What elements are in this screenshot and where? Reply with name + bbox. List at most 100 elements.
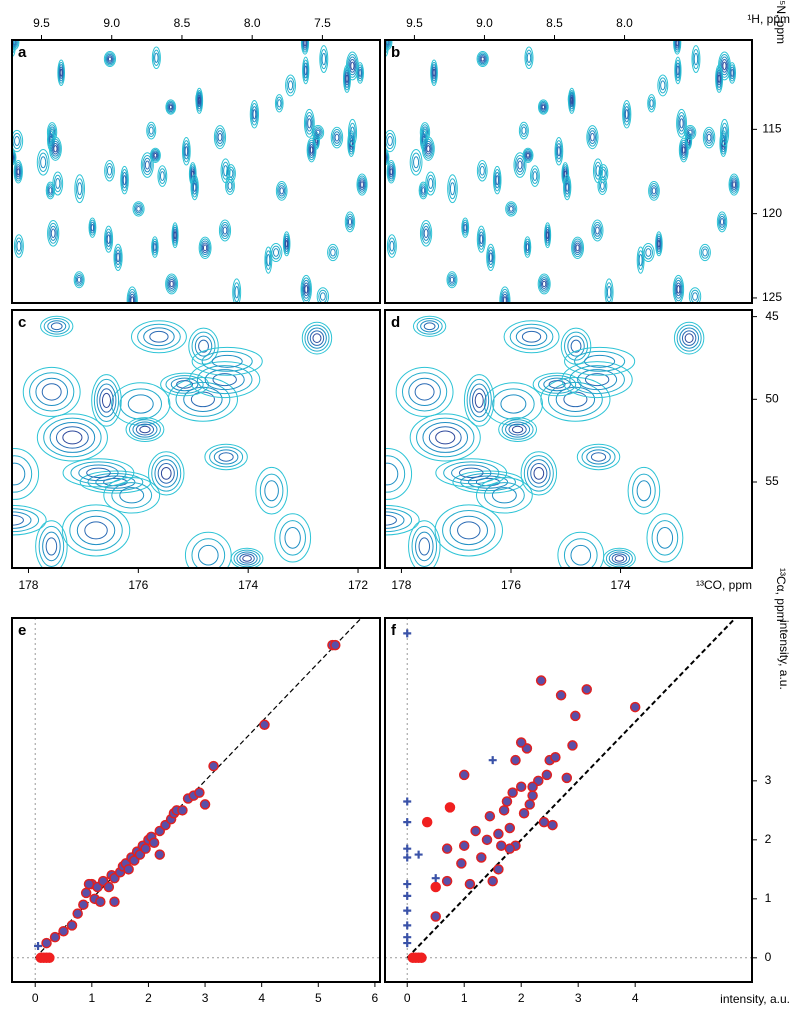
contour [330, 248, 336, 257]
contour [543, 377, 571, 392]
contour [15, 237, 23, 255]
contour [121, 168, 128, 192]
y-tick-label: 120 [762, 206, 782, 220]
point [515, 737, 527, 748]
contour [165, 375, 204, 394]
contour [12, 40, 19, 49]
x-tick-label: 8.0 [616, 16, 633, 30]
contour [75, 274, 83, 285]
contour [306, 115, 313, 132]
contour [173, 231, 177, 240]
panel: 178 176 174 172 c [11, 309, 381, 592]
contour [548, 380, 566, 389]
contour [134, 204, 143, 214]
point [444, 802, 456, 813]
contour [284, 527, 301, 549]
contour [594, 161, 602, 180]
point [527, 790, 538, 801]
contour [524, 238, 531, 256]
contour [301, 40, 309, 53]
x-tick-label: 9.5 [406, 16, 423, 30]
contour [687, 129, 693, 136]
contour [506, 202, 516, 215]
contour [121, 172, 128, 189]
contour [518, 121, 529, 140]
contour [182, 140, 190, 163]
cross-point [403, 853, 412, 862]
contour [717, 74, 721, 83]
contour [287, 80, 294, 91]
contour [554, 137, 564, 166]
contour [505, 421, 531, 438]
point [456, 858, 467, 869]
contour [47, 320, 67, 333]
cross-point [403, 629, 412, 638]
x-tick-label: 178 [18, 578, 38, 592]
contour [564, 331, 589, 361]
contour [55, 426, 89, 449]
plot-area [385, 315, 705, 568]
point [629, 701, 641, 713]
frame [11, 309, 381, 569]
point [524, 799, 535, 810]
panel-label: a [18, 44, 27, 61]
y-tick-label: 3 [765, 773, 772, 787]
cross-point [403, 797, 412, 806]
contour [105, 231, 112, 247]
contour [45, 537, 58, 556]
contour [309, 330, 325, 346]
contour [508, 423, 527, 436]
contour [385, 129, 397, 153]
contour [447, 273, 457, 287]
contour [283, 233, 290, 255]
contour [673, 277, 684, 302]
contour [232, 278, 242, 303]
contour [300, 274, 312, 303]
contour [286, 77, 295, 94]
contour [546, 231, 549, 240]
contour [676, 108, 687, 138]
contour [462, 219, 469, 236]
contour [191, 177, 199, 198]
contour [448, 178, 457, 200]
contour [564, 179, 570, 195]
point [464, 878, 476, 890]
contour [104, 52, 116, 66]
contour [12, 129, 24, 153]
contour [416, 417, 475, 458]
point [541, 769, 553, 781]
contour [571, 236, 585, 260]
contour [12, 462, 26, 486]
contour [676, 65, 680, 76]
contour [449, 276, 455, 283]
contour [675, 62, 681, 79]
contour [716, 211, 728, 233]
contour [96, 383, 117, 418]
contour [78, 464, 119, 482]
contour [588, 130, 597, 145]
contour [49, 421, 96, 453]
contour [479, 234, 484, 245]
contour [29, 372, 75, 412]
point [547, 819, 558, 831]
contour [523, 236, 532, 258]
contour [590, 132, 595, 142]
contour [220, 221, 230, 240]
contour [423, 322, 436, 331]
contour [421, 222, 431, 244]
contour [165, 99, 177, 115]
contour [184, 146, 189, 157]
contour [685, 126, 696, 139]
contour [273, 248, 280, 257]
contour [307, 139, 316, 161]
contour [556, 143, 562, 160]
cross-point [403, 906, 412, 915]
contour [395, 366, 454, 417]
point [421, 816, 433, 828]
contour [684, 333, 694, 343]
contour [57, 61, 65, 84]
contour [119, 487, 145, 504]
contour [469, 383, 490, 418]
point [504, 843, 516, 854]
contour [86, 467, 111, 479]
